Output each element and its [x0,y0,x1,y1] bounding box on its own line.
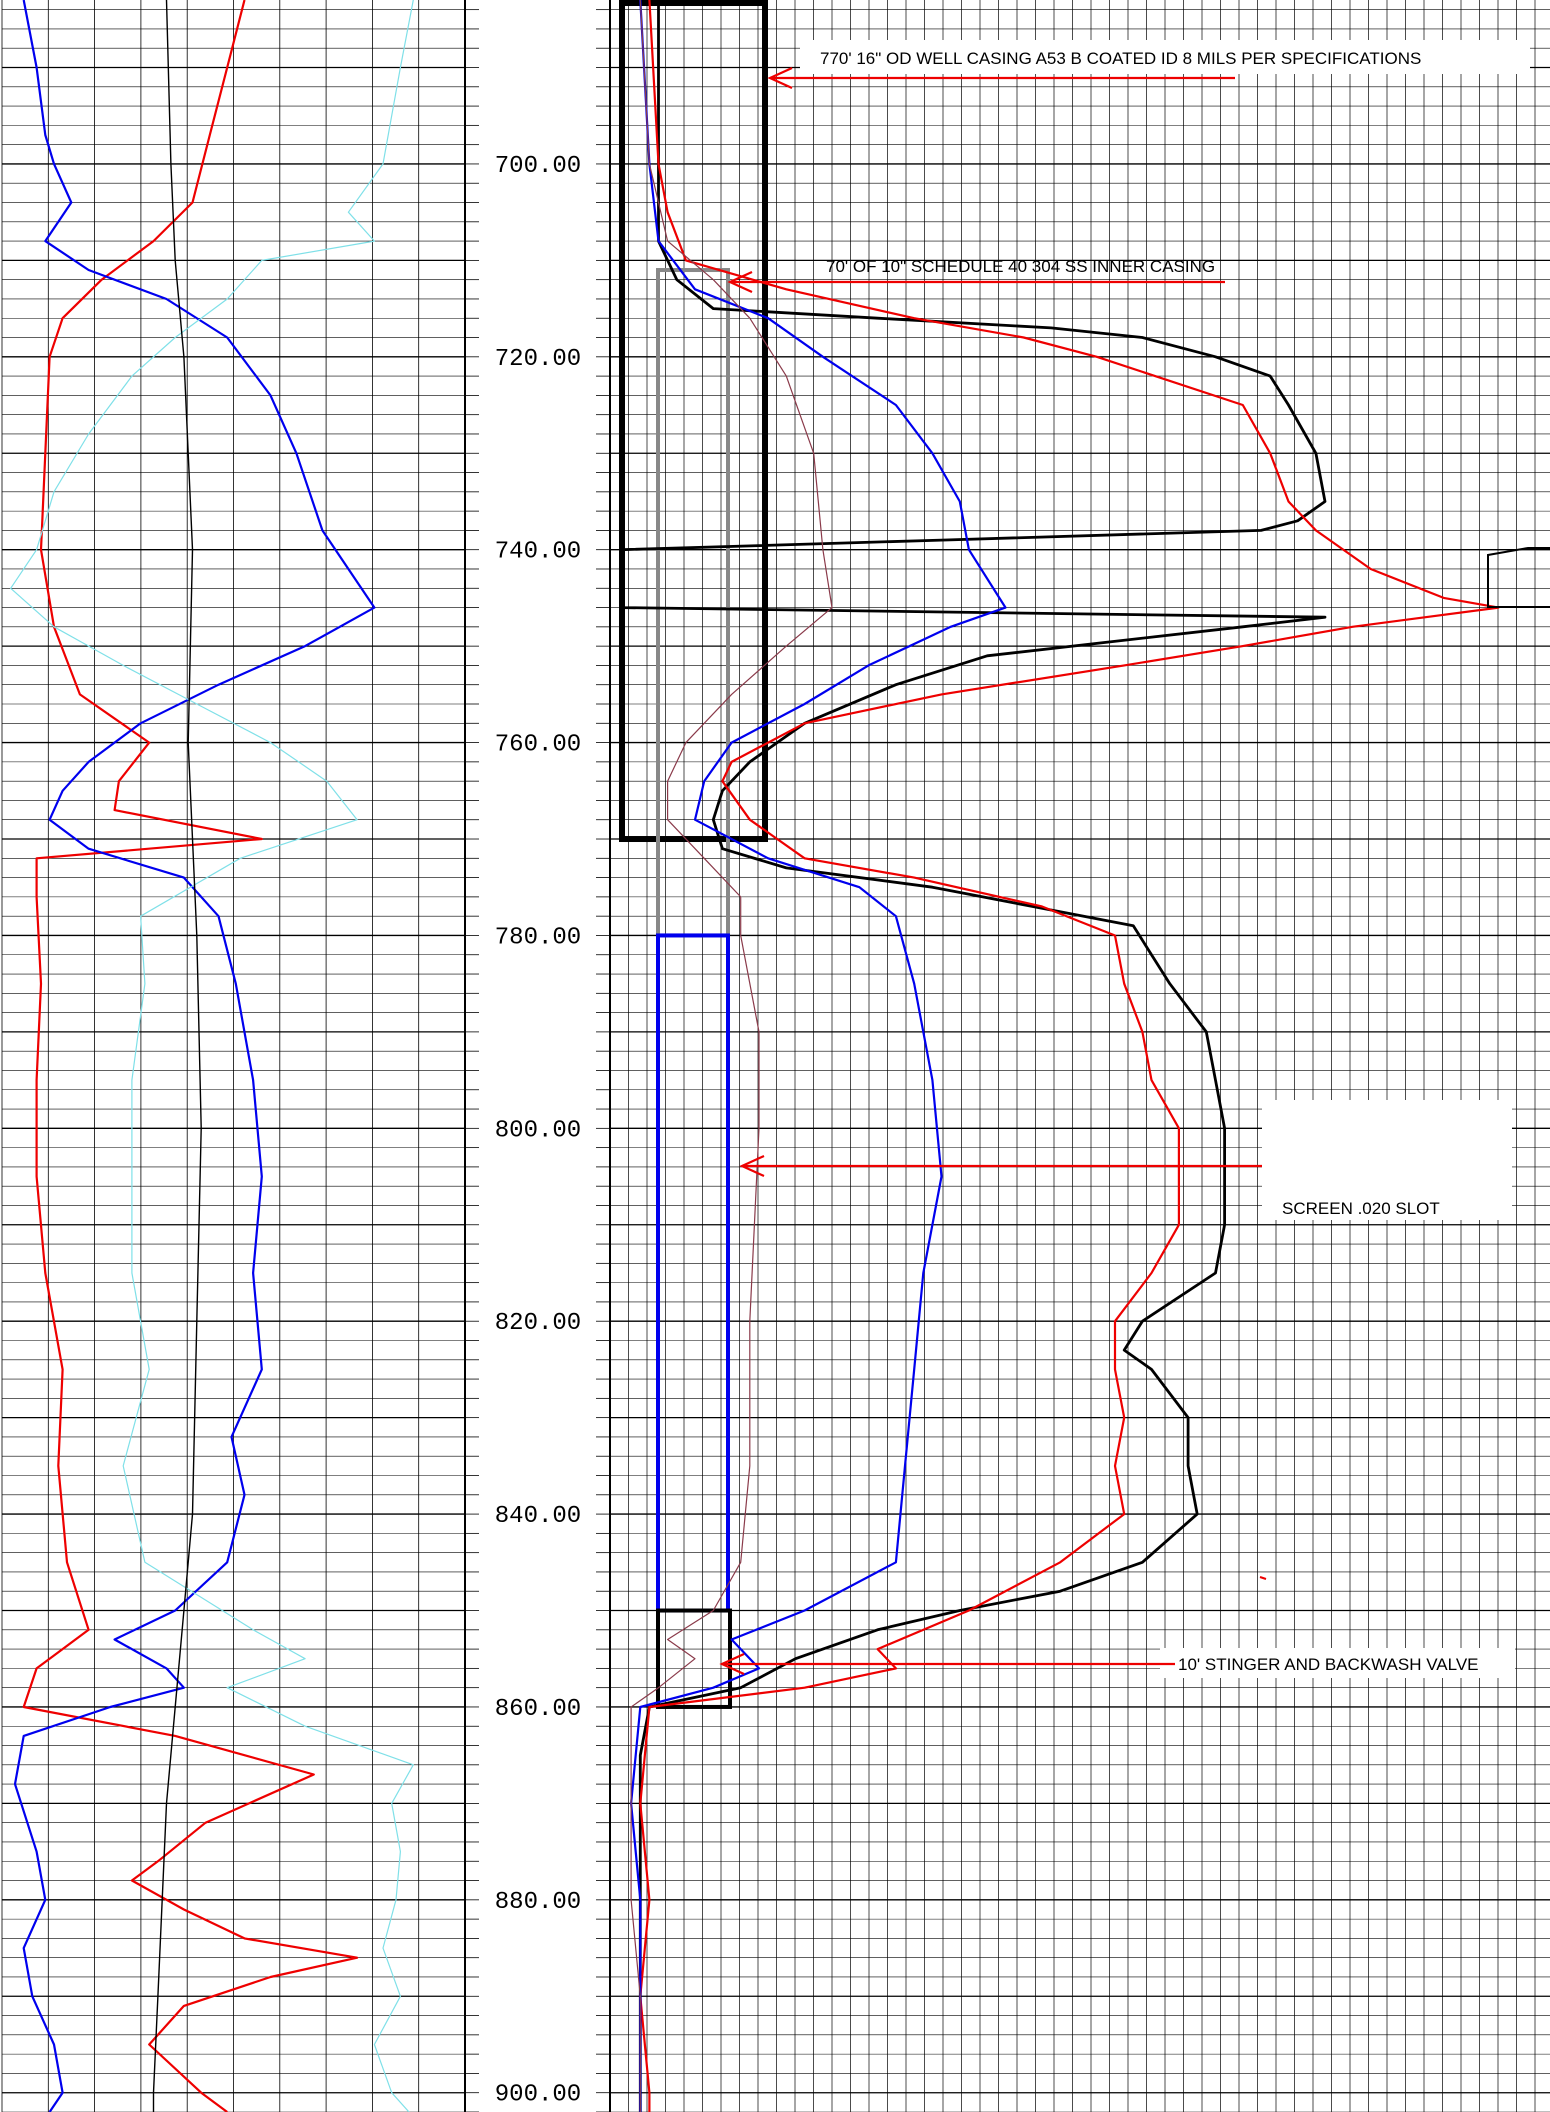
left-series-cyan [10,0,414,2112]
depth-tick-label: 880.00 [495,1889,581,1916]
depth-tick-label: 760.00 [495,732,581,759]
left-track [10,0,414,2112]
depth-tick-label: 840.00 [495,1503,581,1530]
annotation-box [1262,1100,1512,1220]
depth-tick-label: 860.00 [495,1696,581,1723]
right-series-red [639,0,1500,2112]
right-series-blue [629,0,1007,2112]
annotations: 770' 16" OD WELL CASING A53 B COATED ID … [719,40,1530,1678]
well-screen [656,933,730,1613]
annotation-text: 770' 16" OD WELL CASING A53 B COATED ID … [820,49,1421,68]
annotation-box [800,40,1530,74]
outer-casing [619,0,768,843]
annotation-mark [1259,1576,1267,1580]
annotation-arrowhead [727,270,753,294]
depth-axis: 700.00 720.00 740.00 760.00 780.00 800.00 820.… [495,153,581,2109]
annotation-box [1160,1648,1515,1678]
depth-tick-label: 700.00 [495,153,581,180]
annotation-arrowhead [719,1652,745,1676]
depth-tick-label: 740.00 [495,539,581,566]
left-series-black [152,0,202,2112]
right-edge-marker [1487,547,1550,608]
annotation-arrowhead [739,1154,765,1178]
depth-tick-label: 900.00 [495,2082,581,2109]
annotation-text: SCREEN .020 SLOT [1282,1199,1440,1218]
right-series-maroon [630,0,833,2112]
depth-tick-label: 800.00 [495,1117,581,1144]
left-series-red [22,0,359,2112]
left-series-blue [13,0,376,2112]
depth-tick-label: 720.00 [495,346,581,373]
annotation-text: 70' OF 10" SCHEDULE 40 304 SS INNER CASI… [826,257,1215,276]
annotation-text: 10' STINGER AND BACKWASH VALVE [1178,1655,1479,1674]
depth-tick-label: 820.00 [495,1310,581,1337]
well-diagram [619,0,768,1709]
annotation-arrowhead [767,66,793,90]
depth-tick-label: 780.00 [495,924,581,951]
right-track [620,0,1550,2112]
stinger [656,1608,732,1709]
